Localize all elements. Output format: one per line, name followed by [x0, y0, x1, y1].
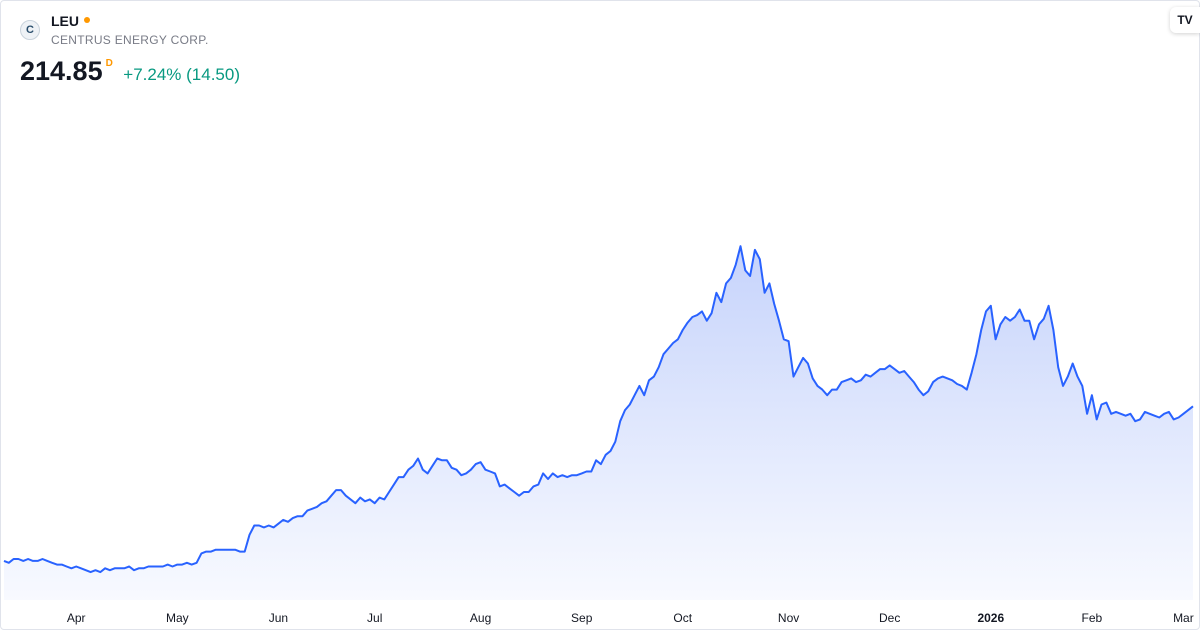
x-tick-label: Aug	[470, 611, 491, 625]
x-tick-label: Nov	[778, 611, 799, 625]
price-line[interactable]	[3, 245, 1194, 574]
x-axis-ticks: Apr May Jun Jul Aug Sep Oct Nov Dec 2026 Feb Mar	[67, 611, 1194, 625]
x-tick-label: Oct	[673, 611, 692, 625]
company-name: CENTRUS ENERGY CORP.	[51, 33, 209, 47]
company-logo-icon[interactable]: C	[20, 20, 40, 40]
interval-badge: D	[105, 58, 113, 69]
ticker-symbol[interactable]: LEU	[51, 13, 79, 29]
x-tick-label: Apr	[67, 611, 86, 625]
x-tick-label: Jun	[269, 611, 288, 625]
x-tick-label: Feb	[1082, 611, 1103, 625]
x-tick-label: Mar	[1173, 611, 1194, 625]
market-status-dot-icon	[84, 16, 90, 23]
last-price: 214.85	[20, 56, 103, 86]
tradingview-logo-icon[interactable]: TV	[1170, 7, 1200, 33]
price-row: 214.85 D +7.24% (14.50)	[20, 56, 240, 87]
x-tick-label: May	[166, 611, 189, 625]
x-tick-label: Sep	[571, 611, 593, 625]
ticker-row: LEU	[51, 13, 90, 31]
x-tick-label: 2026	[977, 611, 1004, 625]
x-tick-label: Dec	[879, 611, 900, 625]
price-area-fill	[4, 246, 1193, 600]
x-tick-label: Jul	[367, 611, 382, 625]
price-change: +7.24% (14.50)	[123, 65, 240, 84]
